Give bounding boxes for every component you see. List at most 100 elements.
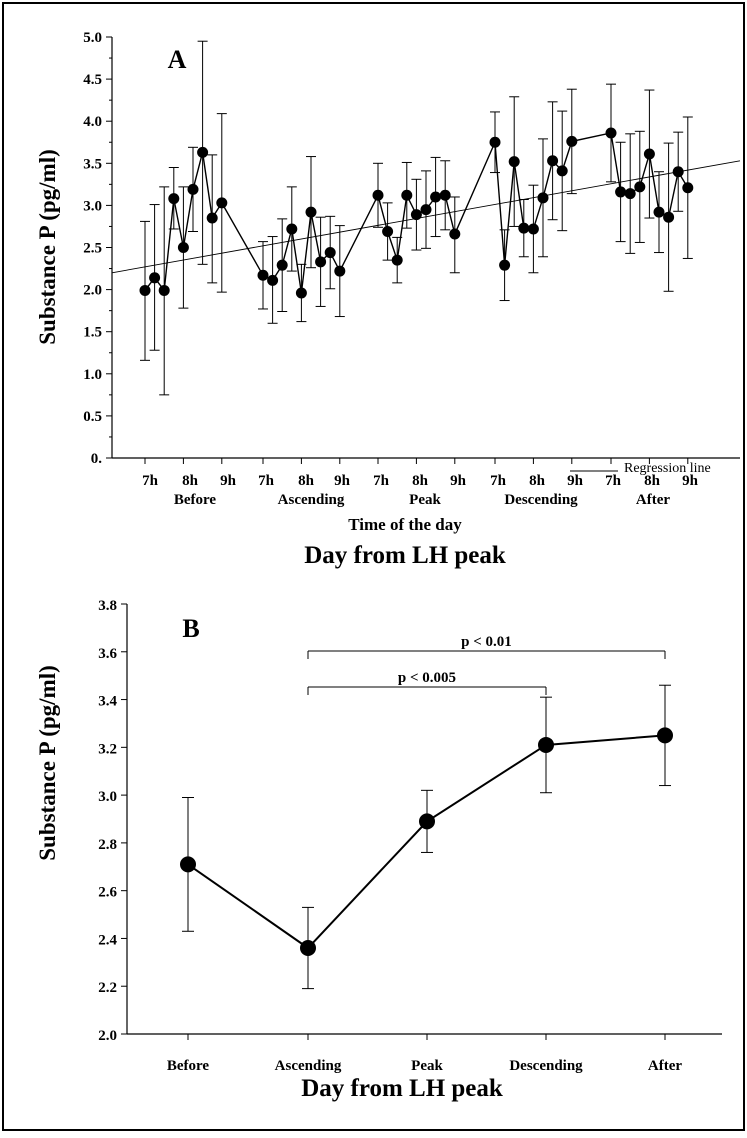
- panel-b-label: B: [182, 614, 199, 643]
- panel-a-group-label: Ascending: [278, 492, 345, 508]
- panel-a-data-point: [401, 189, 413, 201]
- panel-a-data-point: [295, 287, 307, 299]
- panel-a-data-point: [489, 136, 501, 148]
- panel-a-data-point: [410, 209, 422, 221]
- panel-a-hour-tick-label: 9h: [567, 473, 584, 489]
- panel-a-data-point: [177, 242, 189, 253]
- panel-b-x-tick-label: Before: [167, 1058, 210, 1074]
- panel-a-data-point: [672, 166, 684, 178]
- panel-a-data-point: [286, 223, 298, 235]
- panel-a-y-tick-label: 2.5: [83, 241, 102, 257]
- panel-a-data-point: [139, 284, 151, 296]
- panel-a-data-point: [556, 165, 568, 177]
- panel-a-data-point: [187, 183, 199, 195]
- panel-a-data-point: [324, 247, 336, 259]
- panel-a-data-point: [624, 188, 636, 200]
- panel-a-data-point: [216, 197, 228, 209]
- panel-a-data-point: [566, 135, 578, 147]
- panel-a-hour-tick-label: 9h: [682, 473, 699, 489]
- panel-b-data-point: [419, 813, 435, 830]
- panel-b-data-point: [657, 727, 673, 744]
- panel-a-data-point: [158, 284, 170, 296]
- panel-b-y-tick-label: 2.8: [98, 837, 117, 853]
- panel-a-data-point: [518, 222, 530, 234]
- panel-a-data-point: [430, 191, 442, 203]
- panel-a-y-tick-label: 1.5: [83, 325, 102, 341]
- panel-a-hour-tick-label: 7h: [373, 473, 390, 489]
- panel-a-data-point: [653, 206, 665, 218]
- panel-a-data-point: [197, 146, 209, 158]
- panel-a-group-label: Descending: [504, 492, 578, 508]
- panel-a-y-tick-label: 0.: [91, 451, 103, 467]
- panel-a-data-point: [420, 204, 432, 216]
- panel-a-y-tick-label: 4.0: [83, 114, 102, 130]
- panel-b-x-tick-label: After: [648, 1058, 682, 1074]
- panel-a-hour-tick-label: 7h: [258, 473, 275, 489]
- panel-b-significance-label: p < 0.005: [398, 670, 456, 686]
- panel-a-xlabel2: Day from LH peak: [304, 542, 506, 569]
- panel-a-data-point: [372, 189, 384, 201]
- panel-b-y-tick-label: 3.0: [98, 789, 117, 805]
- panel-b-data-point: [180, 856, 196, 873]
- panel-a-hour-tick-label: 8h: [298, 473, 315, 489]
- panel-b-data-point: [300, 940, 316, 956]
- panel-a-data-point: [391, 254, 403, 266]
- panel-a-data-point: [305, 206, 317, 218]
- panel-b-x-tick-label: Ascending: [275, 1058, 342, 1074]
- panel-a-data-point: [508, 156, 520, 168]
- panel-a-data-point: [276, 259, 288, 271]
- panel-b-significance-label: p < 0.01: [461, 634, 512, 650]
- panel-b-y-tick-label: 2.6: [98, 885, 117, 901]
- panel-b-ylabel: Substance P (pg/ml): [35, 665, 60, 861]
- panel-a-y-tick-label: 4.5: [83, 72, 102, 88]
- panel-a-hour-tick-label: 8h: [529, 473, 546, 489]
- panel-b-y-tick-label: 2.0: [98, 1028, 117, 1044]
- panel-a-y-tick-label: 0.5: [83, 409, 102, 425]
- panel-a-data-point: [334, 265, 346, 277]
- panel-b-y-tick-label: 3.4: [98, 694, 117, 710]
- panel-a-label: A: [168, 45, 187, 74]
- panel-b-plot: 2.0 2.2 2.4 2.6 2.8 3.0 3.2 3.4 3.6 3.8 Before Asce…: [98, 598, 722, 1074]
- panel-a-hour-tick-label: 9h: [220, 473, 237, 489]
- panel-a-plot: 0. 0.5 1.0 1.5 2.0 2.5 3.0 3.5 4.0 4.5 5.0 7h 8h 9h 7h…: [83, 30, 741, 508]
- panel-a-hour-tick-label: 8h: [412, 473, 429, 489]
- panel-a-data-point: [537, 192, 549, 204]
- panel-a-group-label: Peak: [409, 492, 441, 508]
- panel-a-hour-tick-label: 7h: [605, 473, 622, 489]
- panel-a-group-label: After: [636, 492, 670, 508]
- panel-b-y-tick-label: 2.2: [98, 980, 117, 996]
- panel-a-hour-tick-label: 7h: [490, 473, 507, 489]
- panel-a-hour-tick-label: 7h: [142, 473, 159, 489]
- panel-a-data-point: [682, 182, 694, 194]
- panel-a-data-point: [206, 212, 218, 224]
- panel-a-data-point: [257, 269, 269, 281]
- panel-a-data-point: [527, 223, 539, 235]
- panel-a-hour-tick-label: 9h: [450, 473, 467, 489]
- panel-a-data-point: [634, 181, 646, 193]
- panel-b-x-tick-label: Descending: [509, 1058, 583, 1074]
- panel-a-legend-label: Regression line: [624, 461, 711, 476]
- panel-a-data-point: [315, 256, 327, 268]
- panel-a-y-tick-label: 2.0: [83, 283, 102, 299]
- panel-a-data-point: [382, 226, 394, 238]
- panel-a-data-point: [267, 274, 279, 286]
- panel-b-x-tick-label: Peak: [411, 1058, 443, 1074]
- panel-b-y-tick-label: 2.4: [98, 932, 117, 948]
- panel-a-y-tick-label: 3.0: [83, 198, 102, 214]
- panel-a-data-point: [449, 228, 461, 240]
- panel-b-y-tick-label: 3.2: [98, 741, 117, 757]
- panel-a-hour-tick-label: 8h: [182, 473, 199, 489]
- panel-a-hour-tick-label: 8h: [644, 473, 661, 489]
- panel-b-xlabel: Day from LH peak: [301, 1075, 503, 1102]
- panel-a-data-point: [643, 148, 655, 160]
- panel-a-y-tick-label: 5.0: [83, 30, 102, 46]
- panel-a-hour-tick-label: 9h: [334, 473, 351, 489]
- panel-a-y-tick-label: 1.0: [83, 367, 102, 383]
- panel-a-data-point: [605, 127, 617, 139]
- panel-a-data-point: [168, 193, 180, 205]
- panel-a-data-point: [547, 155, 559, 167]
- panel-a-group-label: Before: [174, 492, 217, 508]
- panel-a-y-tick-label: 3.5: [83, 156, 102, 172]
